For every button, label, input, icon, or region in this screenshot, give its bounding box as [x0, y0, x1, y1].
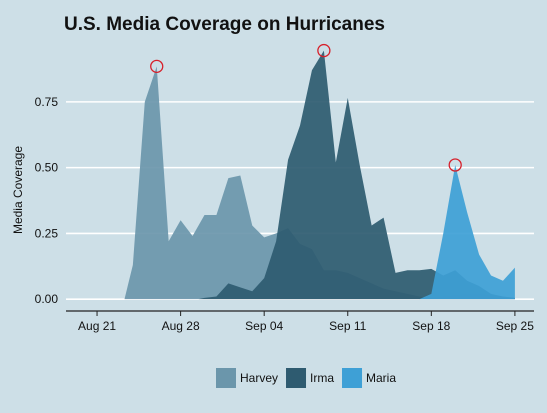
x-tick-label-0: Aug 21 [78, 319, 116, 333]
legend-swatch-irma [286, 368, 307, 388]
x-tick-label-4: Sep 18 [412, 319, 450, 333]
marker-layer [150, 43, 462, 172]
legend-item-irma: Irma [286, 368, 334, 388]
series-layer [124, 50, 515, 300]
series-area-maria [419, 165, 515, 300]
series-area-irma [198, 50, 515, 300]
x-tick-label-3: Sep 11 [329, 319, 366, 333]
legend-item-maria: Maria [342, 368, 396, 388]
legend-label-maria: Maria [366, 371, 396, 385]
axis-layer: 0.00 0.25 0.50 0.75 Aug 21 Aug 28 Sep 04 Sep 11… [35, 95, 535, 333]
x-tick-label-5: Sep 25 [496, 319, 534, 333]
legend: Harvey Irma Maria [216, 368, 396, 388]
y-tick-label-3: 0.75 [35, 95, 59, 109]
y-tick-label-1: 0.25 [35, 226, 59, 240]
peak-marker-harvey [150, 59, 164, 74]
peak-marker-maria [448, 158, 462, 172]
legend-item-harvey: Harvey [216, 368, 278, 388]
legend-swatch-maria [342, 368, 363, 388]
legend-label-harvey: Harvey [240, 371, 278, 385]
y-tick-label-0: 0.00 [35, 292, 59, 306]
x-tick-label-2: Sep 04 [245, 319, 283, 333]
chart-title: U.S. Media Coverage on Hurricanes [64, 14, 385, 35]
legend-label-irma: Irma [310, 371, 334, 385]
legend-swatch-harvey [216, 368, 236, 388]
x-tick-label-1: Aug 28 [162, 319, 200, 333]
y-axis-title: Media Coverage [11, 146, 25, 234]
peak-marker-irma [317, 43, 331, 58]
series-area-harvey [124, 66, 515, 300]
y-tick-label-2: 0.50 [35, 161, 59, 175]
